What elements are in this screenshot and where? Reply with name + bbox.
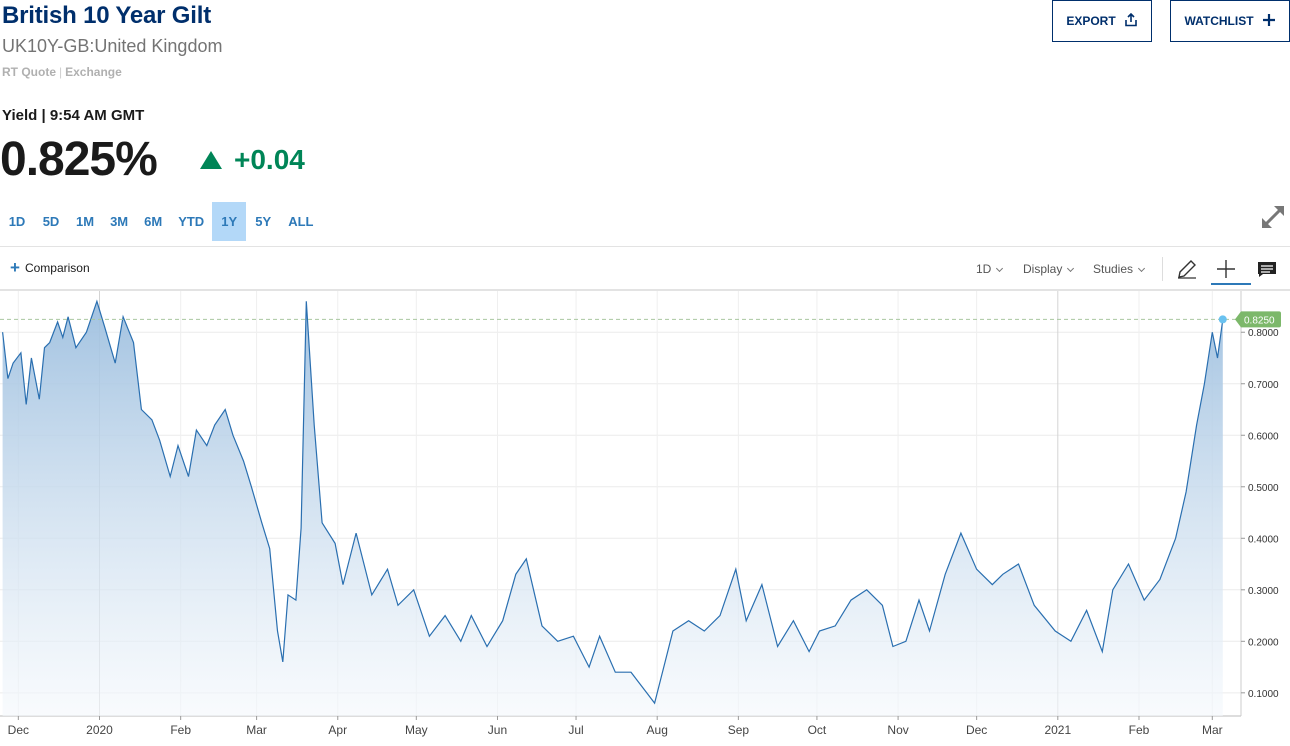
y-tick-label: 0.4000 bbox=[1248, 534, 1279, 545]
chart-toolbar: + Comparison 1D Display Studies bbox=[0, 246, 1290, 290]
toolbar-divider bbox=[1162, 257, 1163, 281]
display-dropdown[interactable]: Display bbox=[1023, 262, 1075, 276]
quote-meta: RT Quote | Exchange bbox=[2, 65, 122, 79]
y-tick-label: 0.1000 bbox=[1248, 689, 1279, 700]
yield-time-label: Yield | 9:54 AM GMT bbox=[2, 107, 145, 124]
studies-dropdown[interactable]: Studies bbox=[1093, 262, 1146, 276]
interval-label: 1D bbox=[976, 262, 992, 276]
y-tick-label: 0.5000 bbox=[1248, 483, 1279, 494]
interval-dropdown[interactable]: 1D bbox=[976, 262, 1004, 276]
y-axis: 0.8000 0.7000 0.6000 0.5000 0.4000 0.3000 0.20… bbox=[1241, 328, 1279, 700]
x-tick-label: Apr bbox=[328, 723, 347, 737]
x-tick-label: Mar bbox=[1202, 723, 1223, 737]
export-label: EXPORT bbox=[1066, 14, 1116, 28]
chevron-down-icon bbox=[1067, 264, 1075, 273]
time-range-selector: 1D 5D 1M 3M 6M YTD 1Y 5Y ALL bbox=[0, 202, 321, 241]
range-all[interactable]: ALL bbox=[288, 214, 314, 229]
range-ytd[interactable]: YTD bbox=[178, 214, 205, 229]
y-tick-label: 0.2000 bbox=[1248, 637, 1279, 648]
quote-separator: | bbox=[59, 65, 63, 79]
range-1m[interactable]: 1M bbox=[76, 214, 95, 229]
x-tick-label: Dec bbox=[966, 723, 987, 737]
last-value-label: 0.8250 bbox=[1244, 315, 1275, 326]
price-change-value: +0.04 bbox=[234, 144, 305, 175]
range-1d[interactable]: 1D bbox=[8, 214, 26, 229]
x-tick-label: May bbox=[405, 723, 428, 737]
range-6m[interactable]: 6M bbox=[144, 214, 163, 229]
page-title: British 10 Year Gilt bbox=[2, 2, 211, 29]
arrow-up-icon bbox=[200, 151, 222, 169]
comparison-button[interactable]: + Comparison bbox=[10, 259, 90, 276]
x-tick-label: 2020 bbox=[86, 723, 113, 737]
last-value-badge: 0.8250 bbox=[1235, 311, 1281, 328]
range-1y[interactable]: 1Y bbox=[212, 202, 247, 241]
x-tick-label: Sep bbox=[728, 723, 750, 737]
studies-label: Studies bbox=[1093, 262, 1134, 276]
x-tick-label: Jun bbox=[488, 723, 507, 737]
range-5y[interactable]: 5Y bbox=[255, 214, 272, 229]
yield-area bbox=[2, 301, 1223, 716]
x-tick-label: Jul bbox=[568, 723, 583, 737]
watchlist-label: WATCHLIST bbox=[1184, 14, 1254, 28]
pencil-icon[interactable] bbox=[1175, 257, 1199, 281]
comments-icon[interactable] bbox=[1255, 257, 1279, 281]
yield-chart[interactable]: 0.8000 0.7000 0.6000 0.5000 0.4000 0.3000 0.20… bbox=[0, 290, 1290, 746]
quote-type: RT Quote bbox=[2, 65, 56, 79]
crosshair-icon[interactable] bbox=[1214, 257, 1238, 281]
x-axis: Dec 2020 Feb Mar Apr May Jun Jul Aug Sep Oct Nov Dec… bbox=[8, 716, 1223, 737]
yield-line bbox=[2, 299, 1224, 705]
exchange-label: Exchange bbox=[65, 65, 122, 79]
range-3m[interactable]: 3M bbox=[110, 214, 129, 229]
x-tick-label: Feb bbox=[170, 723, 191, 737]
range-5d[interactable]: 5D bbox=[42, 214, 60, 229]
x-tick-label: Feb bbox=[1129, 723, 1150, 737]
expand-icon[interactable] bbox=[1256, 200, 1290, 234]
x-tick-label: Dec bbox=[8, 723, 29, 737]
x-tick-label: Oct bbox=[808, 723, 827, 737]
x-tick-label: 2021 bbox=[1044, 723, 1071, 737]
comparison-label: Comparison bbox=[24, 260, 90, 275]
x-tick-label: Nov bbox=[887, 723, 908, 737]
watchlist-button[interactable]: WATCHLIST bbox=[1170, 0, 1290, 42]
y-tick-label: 0.3000 bbox=[1248, 586, 1279, 597]
y-tick-label: 0.8000 bbox=[1248, 328, 1279, 339]
price-change: +0.04 bbox=[200, 144, 305, 176]
last-value-badge-bg bbox=[1235, 311, 1281, 328]
export-button[interactable]: EXPORT bbox=[1052, 0, 1152, 42]
plus-icon bbox=[1262, 13, 1276, 30]
y-tick-label: 0.6000 bbox=[1248, 431, 1279, 442]
symbol-subtitle: UK10Y-GB:United Kingdom bbox=[2, 36, 223, 56]
y-tick-label: 0.7000 bbox=[1248, 380, 1279, 391]
x-tick-label: Aug bbox=[647, 723, 668, 737]
chevron-down-icon bbox=[1137, 264, 1146, 273]
x-tick-label: Mar bbox=[246, 723, 267, 737]
chevron-down-icon bbox=[996, 264, 1004, 273]
last-value-marker bbox=[1218, 315, 1227, 324]
plus-icon: + bbox=[10, 258, 20, 277]
share-icon bbox=[1124, 12, 1138, 30]
last-price: 0.825% bbox=[0, 133, 158, 186]
display-label: Display bbox=[1023, 262, 1063, 276]
crosshair-active-indicator bbox=[1211, 283, 1251, 285]
